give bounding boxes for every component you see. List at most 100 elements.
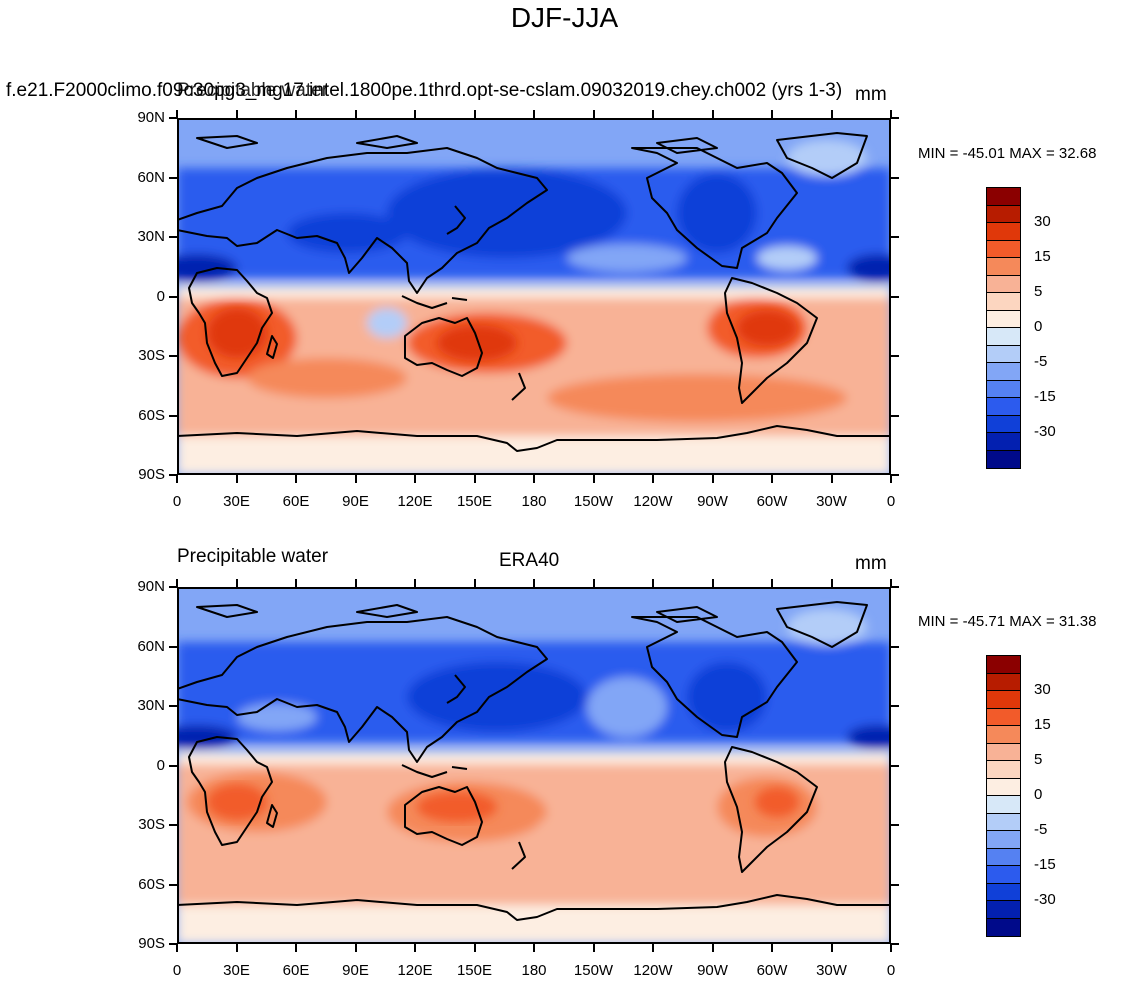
colorbar-swatch: [987, 691, 1020, 709]
lon-label: 90W: [697, 493, 728, 510]
lat-tick: [169, 824, 177, 826]
colorbar-swatch: [987, 918, 1020, 936]
colorbar-swatch: [987, 345, 1020, 363]
lat-tick: [891, 645, 899, 648]
colorbar-label: 0: [1034, 318, 1043, 335]
colorbar-label: -5: [1034, 353, 1048, 370]
panel-1-map: [177, 118, 891, 475]
lon-tick: [830, 110, 833, 118]
lon-tick: [295, 944, 297, 952]
colorbar-swatch: [987, 726, 1020, 744]
lon-tick: [533, 579, 535, 587]
colorbar-swatch: [987, 673, 1020, 691]
colorbar-swatch: [987, 275, 1020, 293]
panel-1-units: mm: [855, 84, 887, 105]
lat-label: 30S: [138, 816, 165, 833]
panel-1-variable-label: Precipitable water: [177, 80, 329, 101]
lat-tick: [169, 117, 177, 119]
colorbar-swatch: [987, 708, 1020, 726]
lon-tick: [890, 110, 892, 118]
lat-tick: [891, 705, 899, 707]
lon-tick: [890, 475, 892, 483]
colorbar-swatch: [987, 398, 1020, 416]
panel-1-case-label: f.e21.F2000climo.f09c30pg3_mg17.intel.18…: [6, 80, 843, 101]
lon-tick: [354, 944, 357, 952]
panel-2-variable-label: Precipitable water: [177, 546, 329, 567]
lon-label: 30W: [816, 962, 847, 979]
colorbar-label: -30: [1034, 891, 1056, 908]
lat-tick: [169, 236, 177, 238]
lon-tick: [890, 944, 892, 952]
lat-tick: [891, 764, 899, 767]
lon-label: 60W: [756, 962, 788, 979]
lat-label: 30N: [137, 697, 165, 714]
lat-tick: [169, 705, 177, 707]
lon-tick: [473, 110, 476, 118]
colorbar-label: 5: [1034, 283, 1043, 300]
lon-tick: [354, 110, 357, 118]
lat-label: 90N: [137, 109, 165, 126]
colorbar-swatch: [987, 778, 1020, 796]
colorbar-swatch: [987, 656, 1020, 674]
lon-tick: [295, 110, 297, 118]
lat-tick: [169, 176, 177, 179]
lon-label: 120W: [633, 962, 673, 979]
colorbar-label: 15: [1034, 716, 1051, 733]
colorbar-label: 0: [1034, 786, 1043, 803]
lon-tick: [652, 110, 654, 118]
lat-tick: [169, 883, 177, 886]
lon-label: 0: [172, 962, 182, 979]
lon-tick: [176, 579, 178, 587]
lon-tick: [711, 579, 714, 587]
lon-tick: [473, 475, 476, 483]
lat-tick: [891, 883, 899, 886]
lon-tick: [830, 579, 833, 587]
lon-tick: [771, 110, 773, 118]
lat-tick: [891, 414, 899, 417]
colorbar-swatch: [987, 743, 1020, 761]
lon-tick: [771, 944, 773, 952]
lat-tick: [169, 414, 177, 417]
lon-tick: [711, 110, 714, 118]
colorbar-swatch: [987, 450, 1020, 468]
panel-2-colorbar: [986, 655, 1021, 937]
colorbar-swatch: [987, 310, 1020, 328]
lon-label: 30W: [816, 493, 847, 510]
panel-2-dataset-label: ERA40: [499, 550, 560, 571]
colorbar-swatch: [987, 813, 1020, 831]
colorbar-label: 30: [1034, 681, 1051, 698]
colorbar-swatch: [987, 240, 1020, 258]
lat-tick: [891, 176, 899, 179]
colorbar-swatch: [987, 380, 1020, 398]
lon-tick: [890, 579, 892, 587]
lon-label: 60E: [282, 962, 310, 979]
colorbar-swatch: [987, 188, 1020, 206]
lat-tick: [169, 355, 177, 357]
lon-tick: [771, 475, 773, 483]
colorbar-swatch: [987, 901, 1020, 919]
panel-2-min-max: MIN = -45.71 MAX = 31.38: [918, 613, 1097, 630]
lon-tick: [830, 944, 833, 952]
lon-tick: [414, 110, 416, 118]
lat-tick: [169, 295, 177, 298]
lon-tick: [414, 579, 416, 587]
lon-tick: [533, 110, 535, 118]
lon-label: 60E: [282, 493, 310, 510]
lat-tick: [169, 764, 177, 767]
lon-tick: [533, 944, 535, 952]
lat-tick: [169, 943, 177, 945]
lon-label: 30E: [223, 962, 250, 979]
colorbar-swatch: [987, 796, 1020, 814]
colorbar-label: 30: [1034, 213, 1051, 230]
colorbar-swatch: [987, 328, 1020, 346]
colorbar-swatch: [987, 363, 1020, 381]
lon-label: 90W: [697, 962, 728, 979]
lon-label: 30E: [223, 493, 250, 510]
lon-tick: [295, 579, 297, 587]
colorbar-swatch: [987, 761, 1020, 779]
lat-label: 30N: [137, 228, 165, 245]
panel-1-colorbar: [986, 187, 1021, 469]
panel-2-units: mm: [855, 553, 887, 574]
lat-label: 90S: [138, 935, 165, 952]
lat-label: 60N: [137, 637, 165, 655]
